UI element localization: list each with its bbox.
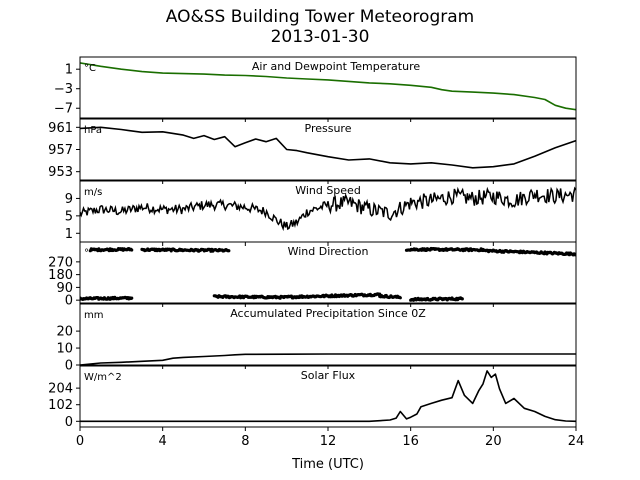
wind_direction-point [227, 249, 231, 253]
wind_direction-point [130, 248, 134, 252]
xtick-label: 4 [159, 434, 167, 449]
wind_direction-unit-label: ° [84, 248, 89, 259]
wind_speed-ytick-label: 1 [65, 227, 73, 242]
solar_flux-ytick-label: 204 [48, 382, 73, 397]
precipitation-panel-title: Accumulated Precipitation Since 0Z [230, 307, 426, 320]
temperature-ytick-label: 1 [65, 63, 73, 78]
wind_speed-ytick-label: 5 [65, 209, 73, 224]
pressure-ytick-label: 957 [48, 143, 73, 158]
precipitation-series-line [80, 353, 576, 365]
temperature-ytick-label: −7 [54, 102, 73, 117]
precipitation-ytick-label: 10 [56, 342, 73, 357]
solar_flux-ytick-label: 0 [65, 415, 73, 430]
solar_flux-unit-label: W/m^2 [84, 372, 122, 383]
wind_direction-point [398, 296, 402, 300]
pressure-ytick-label: 953 [48, 165, 73, 180]
pressure-ytick-label: 961 [48, 121, 73, 136]
xtick-label: 0 [76, 434, 84, 449]
temperature-ytick-label: −3 [54, 82, 73, 97]
chart-subtitle: 2013-01-30 [270, 27, 370, 47]
wind_direction-ytick-label: 90 [56, 281, 73, 296]
pressure-panel-title: Pressure [305, 122, 352, 135]
wind_direction-point [130, 296, 134, 300]
wind_direction-panel-title: Wind Direction [288, 245, 369, 258]
precipitation-unit-label: mm [84, 310, 103, 321]
x-axis-label: Time (UTC) [291, 457, 364, 472]
temperature-series-line [80, 62, 576, 111]
precipitation-ytick-label: 0 [65, 359, 73, 374]
wind_speed-ytick-label: 9 [65, 192, 73, 207]
wind_direction-ytick-label: 270 [48, 255, 73, 270]
solar_flux-panel-title: Solar Flux [301, 369, 356, 382]
wind_direction-ytick-label: 0 [65, 294, 73, 309]
pressure-unit-label: hPa [84, 125, 102, 136]
temperature-panel-title: Air and Dewpoint Temperature [252, 60, 420, 73]
temperature-unit-label: °C [84, 63, 96, 74]
solar_flux-series-line [80, 370, 576, 423]
wind_direction-point [460, 297, 464, 301]
xtick-label: 20 [485, 434, 502, 449]
wind_direction-ytick-label: 180 [48, 268, 73, 283]
pressure-series-line [80, 126, 576, 169]
solar_flux-ytick-label: 102 [48, 398, 73, 413]
precipitation-ytick-label: 20 [56, 325, 73, 340]
chart-title: AO&SS Building Tower Meteorogram [165, 7, 475, 27]
xtick-label: 24 [568, 434, 585, 449]
xtick-label: 8 [241, 434, 249, 449]
wind_speed-series-line [80, 186, 576, 232]
xtick-label: 12 [320, 434, 337, 449]
xtick-label: 16 [402, 434, 419, 449]
wind_speed-panel-title: Wind Speed [295, 184, 361, 197]
wind_direction-points [80, 246, 576, 302]
wind_speed-unit-label: m/s [84, 187, 102, 198]
